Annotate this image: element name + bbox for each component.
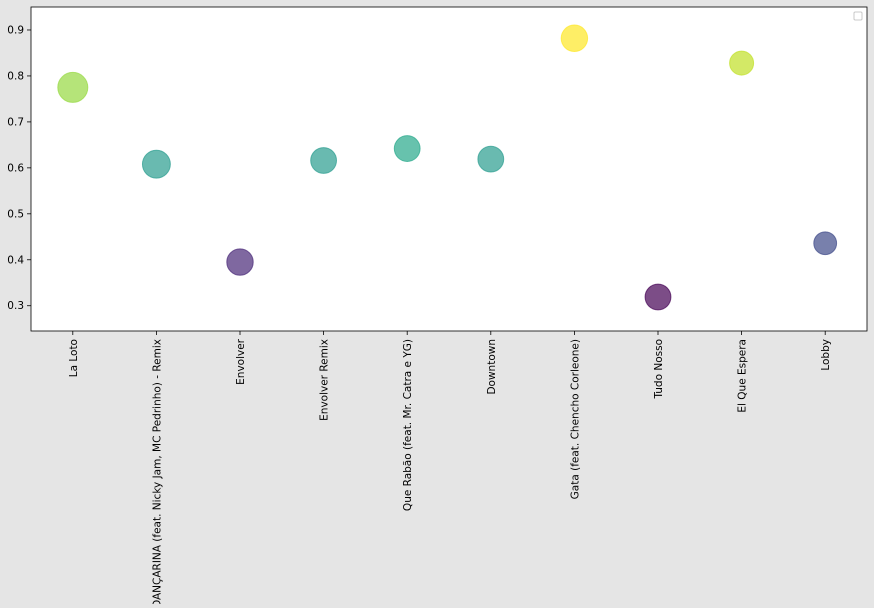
- data-points: [57, 24, 838, 311]
- data-point: [141, 149, 171, 179]
- y-tick-label: 0.4: [7, 254, 24, 266]
- x-tick-label: Gata (feat. Chencho Corleone): [569, 339, 581, 499]
- x-tick-label: El Que Espera: [737, 339, 749, 413]
- x-tick-label: La Loto: [68, 339, 80, 377]
- y-tick-label: 0.9: [7, 24, 24, 36]
- data-point: [57, 71, 89, 103]
- x-tick-label: Envolver: [235, 338, 247, 385]
- data-point: [226, 248, 254, 276]
- y-axis: 0.3 0.4 0.5 0.6 0.7 0.8 0.9: [7, 24, 31, 312]
- x-tick-label: Downtown: [486, 339, 498, 395]
- y-tick-label: 0.3: [7, 300, 24, 312]
- data-point: [644, 283, 672, 311]
- plot-area: [30, 6, 868, 332]
- y-tick-label: 0.8: [7, 70, 24, 82]
- y-tick-label: 0.7: [7, 116, 24, 128]
- x-tick-label: Tudo Nosso: [653, 339, 665, 400]
- x-tick-label: Lobby: [820, 339, 832, 371]
- data-point: [729, 50, 755, 76]
- x-tick-label: Envolver Remix: [319, 339, 331, 421]
- y-tick-label: 0.5: [7, 208, 24, 220]
- y-tick-label: 0.6: [7, 162, 24, 174]
- data-point: [393, 135, 421, 162]
- data-point: [310, 147, 338, 174]
- data-point: [560, 24, 589, 52]
- x-axis: La Loto DANÇARINA (feat. Nicky Jam, MC Pe…: [68, 331, 832, 608]
- x-tick-label: DANÇARINA (feat. Nicky Jam, MC Pedrinho)…: [151, 339, 163, 604]
- x-tick-label: Que Rabão (feat. Mr. Catra e YG): [402, 339, 414, 511]
- legend-box: [853, 11, 863, 21]
- data-point: [813, 231, 838, 256]
- data-point: [477, 145, 505, 173]
